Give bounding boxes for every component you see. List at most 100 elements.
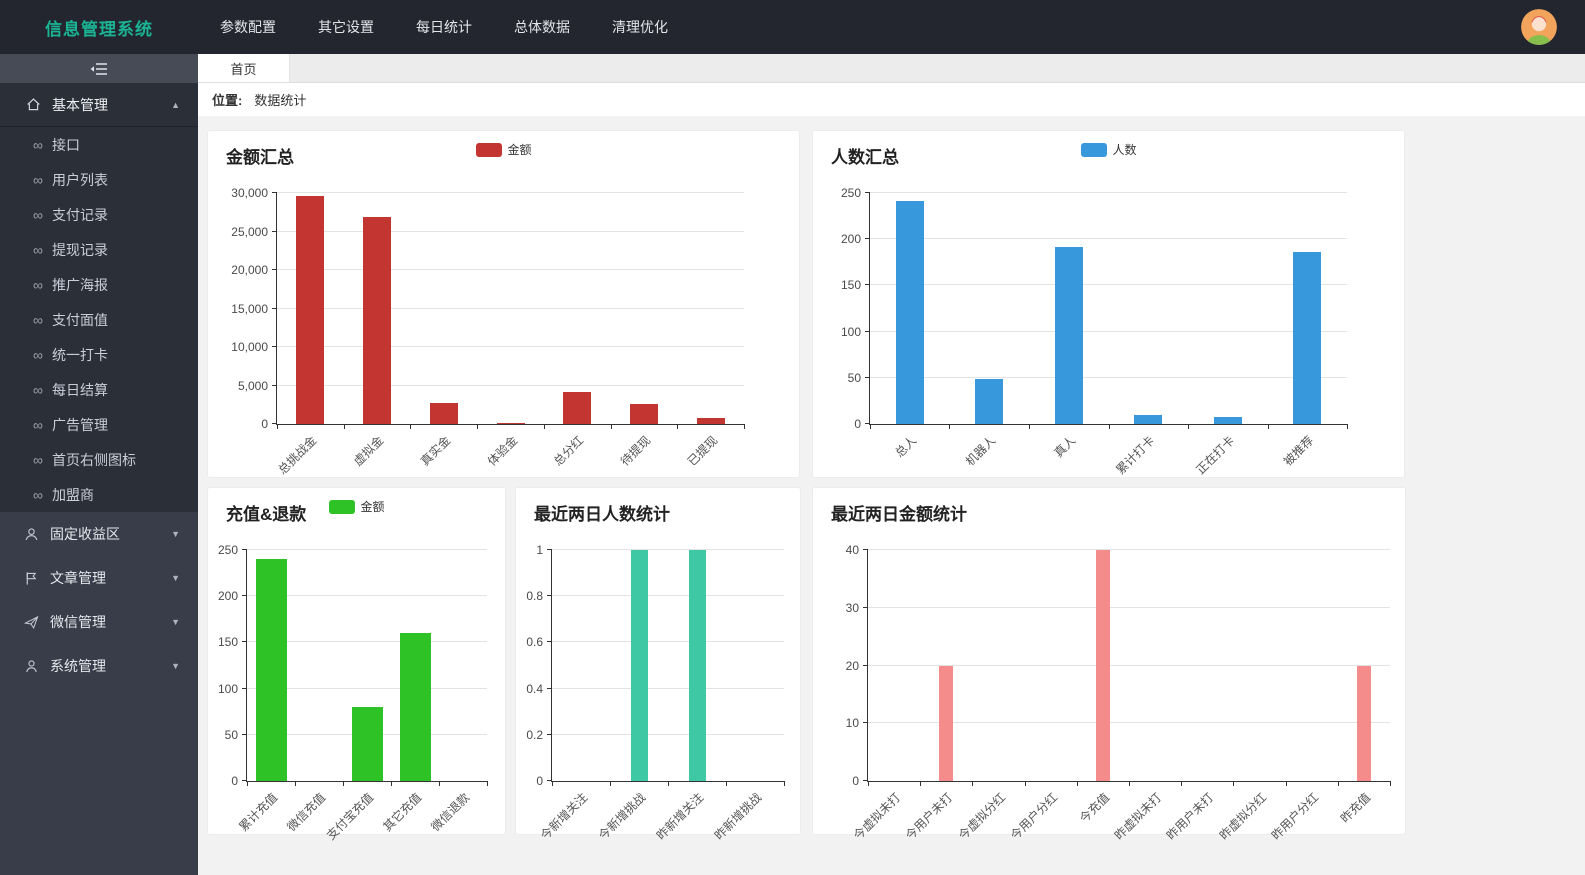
gridline: [277, 307, 744, 309]
sidebar-subitem[interactable]: ∞ 提现记录: [0, 232, 198, 267]
top-menu-item[interactable]: 每日统计: [416, 19, 472, 35]
legend-swatch: [328, 499, 355, 514]
y-axis-label: 250: [840, 186, 861, 200]
y-axis-label: 150: [217, 635, 238, 650]
top-menu-item[interactable]: 其它设置: [318, 19, 374, 35]
sidebar-subitem[interactable]: ∞ 统一打卡: [0, 337, 198, 372]
person-icon: [24, 659, 39, 674]
y-axis-label: 50: [224, 727, 238, 742]
x-axis-tick: [726, 781, 727, 786]
app-title: 信息管理系统: [45, 19, 153, 39]
x-axis-tick: [920, 781, 922, 786]
x-axis-tick: [870, 424, 871, 429]
plot-area: 0 5,000 10,000 15,000 20,000 25,000 30,000 总挑战金…: [231, 186, 745, 477]
charts-row-1: 金额汇总 金额 0 5,000 10,000 15,000 20,000 25,000 30,0…: [207, 130, 1576, 478]
gridline: [277, 346, 744, 348]
y-axis-label: 100: [840, 324, 861, 339]
y-axis-tick: [863, 780, 868, 781]
top-menu-item[interactable]: 总体数据: [514, 19, 570, 35]
y-axis-label: 50: [847, 370, 861, 385]
sidebar-subitem[interactable]: ∞ 支付面值: [0, 302, 198, 337]
y-axis-tick: [272, 384, 277, 386]
legend-label: 金额: [507, 143, 532, 157]
chart-card-people-summary: 人数汇总 人数 0 50 100 150 200 250 总人 机器人 真人 累计打卡 正在打卡 被推荐: [812, 130, 1405, 478]
gridline: [870, 376, 1347, 378]
x-axis-tick: [1181, 781, 1183, 786]
x-axis-tick: [668, 781, 669, 786]
sidebar-group-4[interactable]: 系统管理 ▼: [0, 644, 198, 688]
sidebar-subitem[interactable]: ∞ 接口: [0, 127, 198, 162]
plot-area: 0 50 100 150 200 250 总人 机器人 真人 累计打卡 正在打卡 被推荐: [841, 186, 1348, 477]
x-axis-tick: [1028, 424, 1030, 429]
sidebar-collapse-button[interactable]: [0, 54, 198, 83]
link-icon: ∞: [33, 206, 43, 223]
main-content: 首页 位置: 数据统计 金额汇总 金额 0 5,000 10,000 15,000 20,0…: [198, 54, 1585, 875]
breadcrumb-value: 数据统计: [254, 93, 307, 108]
x-axis-tick: [868, 781, 869, 786]
legend-swatch: [475, 142, 502, 157]
top-menu-item[interactable]: 参数配置: [220, 19, 276, 35]
tab-home[interactable]: 首页: [198, 54, 290, 82]
gridline: [868, 722, 1390, 724]
x-axis-tick: [1076, 781, 1078, 786]
sidebar-item-basic-management[interactable]: 基本管理 ▲: [0, 83, 198, 127]
chart-title: 充值&退款: [226, 505, 307, 524]
gridline: [552, 687, 784, 689]
bar: [351, 707, 383, 781]
sidebar-group-label: 微信管理: [50, 614, 106, 630]
bar: [1095, 550, 1110, 781]
chart-legend[interactable]: 金额: [328, 498, 385, 515]
avatar-illustration: [1521, 9, 1557, 45]
y-axis-label: 0: [231, 774, 238, 788]
x-axis-tick: [1129, 781, 1130, 786]
sidebar-subitem-label: 支付面值: [51, 311, 108, 328]
x-axis-tick: [543, 424, 545, 429]
user-avatar[interactable]: [1521, 9, 1557, 45]
y-axis-tick: [242, 595, 247, 597]
user-icon: [24, 527, 39, 542]
sidebar-subitem[interactable]: ∞ 用户列表: [0, 162, 198, 197]
chart-legend[interactable]: 金额: [475, 141, 532, 158]
navbar-right: [1521, 9, 1557, 45]
bar: [630, 550, 648, 781]
y-axis-tick: [547, 641, 552, 643]
sidebar-subitem[interactable]: ∞ 广告管理: [0, 407, 198, 442]
sidebar-subitem[interactable]: ∞ 推广海报: [0, 267, 198, 302]
x-axis-tick: [391, 781, 392, 786]
gridline: [870, 192, 1347, 193]
sidebar-item-label: 基本管理: [52, 96, 108, 113]
sidebar-subitem[interactable]: ∞ 支付记录: [0, 197, 198, 232]
bar: [895, 201, 924, 424]
y-axis-label: 0: [852, 774, 859, 788]
sidebar-subitem[interactable]: ∞ 首页右侧图标: [0, 442, 198, 477]
bar: [696, 417, 725, 424]
y-axis-tick: [272, 269, 277, 271]
sidebar-subitem[interactable]: ∞ 加盟商: [0, 477, 198, 512]
sidebar-submenu: ∞ 接口 ∞ 用户列表 ∞ 支付记录 ∞ 提现记录 ∞ 推广海报 ∞ 支付面值 ∞ 统一打卡 ∞ 每日结算 ∞ 广…: [0, 127, 198, 512]
top-menu-item[interactable]: 清理优化: [612, 19, 668, 35]
sidebar-groups: 固定收益区 ▼ 文章管理 ▼ 微信管理 ▼ 系统管理 ▼: [0, 512, 198, 688]
gridline: [552, 549, 784, 550]
y-axis-label: 25,000: [231, 224, 268, 239]
sidebar-group-1[interactable]: 固定收益区 ▼: [0, 512, 198, 556]
x-axis-tick: [1267, 424, 1269, 429]
gridline: [870, 284, 1347, 286]
send-icon: [24, 615, 39, 630]
gridline: [277, 384, 744, 386]
gridline: [868, 664, 1390, 666]
bar: [1213, 416, 1242, 424]
plot-area: 0 0.2 0.4 0.6 0.8 1 今新增关注 今新增挑战 昨新增关注 昨新增挑战: [526, 543, 785, 843]
y-axis-label: 20,000: [231, 263, 268, 278]
gridline: [277, 269, 744, 271]
tab-bar: 首页: [198, 54, 1585, 83]
y-axis-label: 10: [845, 716, 859, 731]
sidebar-group-2[interactable]: 文章管理 ▼: [0, 556, 198, 600]
sidebar-group-3[interactable]: 微信管理 ▼: [0, 600, 198, 644]
chart-legend[interactable]: 人数: [1080, 141, 1137, 158]
x-axis-tick: [343, 781, 344, 786]
collapse-menu-icon: [90, 62, 107, 75]
link-icon: ∞: [33, 451, 43, 468]
sidebar-subitem[interactable]: ∞ 每日结算: [0, 372, 198, 407]
charts-row-2: 充值&退款 金额 0 50 100 150 200 250 累计充值 微信充值 支付宝充值 其它充值微…: [207, 487, 1576, 843]
bar: [1134, 414, 1163, 424]
